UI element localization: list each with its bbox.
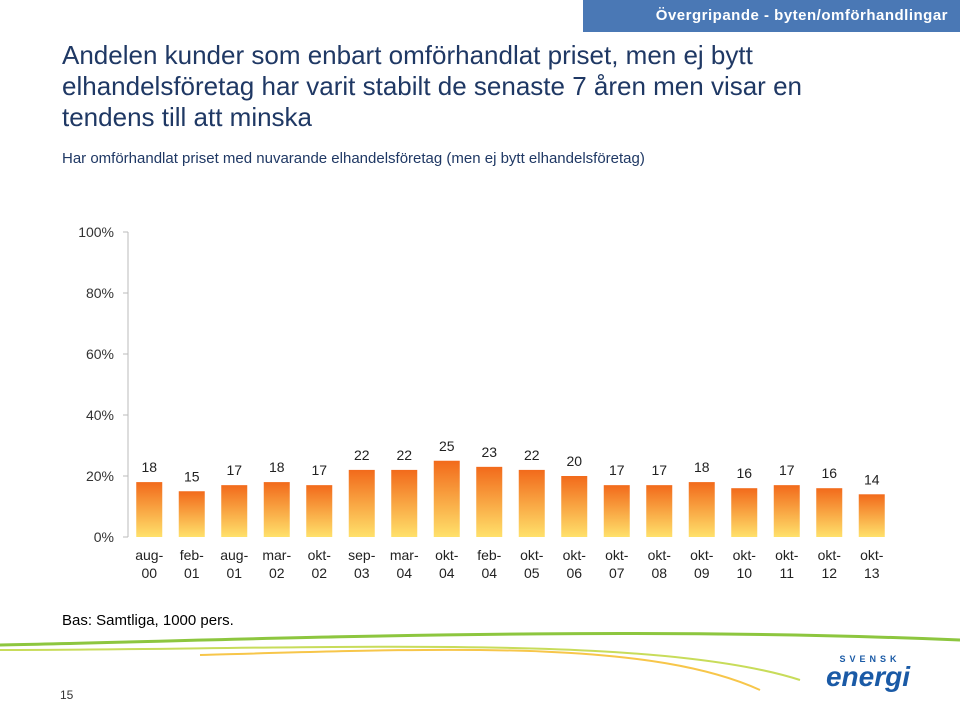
- x-tick-label: okt-07: [605, 547, 629, 581]
- value-label: 18: [141, 459, 157, 475]
- x-tick-label: aug-01: [220, 547, 249, 581]
- x-tick-label: okt-04: [435, 547, 459, 581]
- value-label: 16: [736, 465, 752, 481]
- y-tick-label: 0%: [94, 529, 114, 545]
- section-header: Övergripande - byten/omförhandlingar: [583, 0, 960, 32]
- decor-swoosh: [199, 648, 761, 691]
- x-tick-label: mar-04: [389, 547, 419, 581]
- decor-swoosh: [0, 645, 801, 681]
- bar: [263, 482, 290, 537]
- bar: [221, 485, 248, 537]
- value-label: 17: [779, 462, 795, 478]
- x-tick-label: okt-13: [860, 547, 884, 581]
- chart-title: Andelen kunder som enbart omförhandlat p…: [62, 40, 802, 132]
- value-label: 18: [694, 459, 710, 475]
- y-tick-label: 60%: [86, 346, 114, 362]
- bar: [348, 469, 375, 537]
- bar: [688, 482, 715, 537]
- bar: [391, 469, 418, 537]
- x-tick-label: okt-10: [732, 547, 756, 581]
- value-label: 14: [864, 471, 880, 487]
- bar: [433, 460, 460, 537]
- x-tick-label: aug-00: [135, 547, 164, 581]
- x-tick-label: feb-04: [477, 547, 502, 581]
- bar: [518, 469, 545, 537]
- bar: [136, 482, 163, 537]
- x-tick-label: feb-01: [179, 547, 204, 581]
- x-tick-label: okt-05: [520, 547, 544, 581]
- value-label: 17: [609, 462, 625, 478]
- value-label: 17: [651, 462, 667, 478]
- bar: [178, 491, 205, 537]
- value-label: 17: [311, 462, 327, 478]
- chart-subtitle: Har omförhandlat priset med nuvarande el…: [62, 150, 645, 167]
- x-tick-label: okt-11: [775, 547, 799, 581]
- bar: [646, 485, 673, 537]
- x-tick-label: okt-06: [562, 547, 586, 581]
- x-tick-label: okt-09: [690, 547, 714, 581]
- base-note: Bas: Samtliga, 1000 pers.: [62, 612, 234, 629]
- value-label: 20: [566, 453, 582, 469]
- x-tick-label: sep-03: [348, 547, 376, 581]
- y-tick-label: 80%: [86, 285, 114, 301]
- value-label: 22: [524, 447, 540, 463]
- value-label: 15: [184, 468, 200, 484]
- x-tick-label: okt-12: [817, 547, 841, 581]
- bar: [816, 488, 843, 537]
- x-tick-label: okt-08: [647, 547, 671, 581]
- value-label: 17: [226, 462, 242, 478]
- bar: [603, 485, 630, 537]
- value-label: 22: [396, 447, 412, 463]
- page-number: 15: [60, 688, 74, 702]
- value-label: 16: [821, 465, 837, 481]
- value-label: 22: [354, 447, 370, 463]
- value-label: 25: [439, 438, 455, 454]
- bar: [476, 466, 503, 537]
- y-tick-label: 40%: [86, 407, 114, 423]
- bar: [773, 485, 800, 537]
- y-tick-label: 100%: [78, 224, 114, 240]
- logo-main: energi: [826, 661, 911, 692]
- decor-swoosh: [0, 632, 960, 647]
- value-label: 23: [481, 444, 497, 460]
- bar: [561, 476, 588, 537]
- bar: [306, 485, 333, 537]
- x-tick-label: mar-02: [262, 547, 292, 581]
- logo-top: SVENSK: [839, 654, 900, 664]
- x-tick-label: okt-02: [307, 547, 331, 581]
- bar: [731, 488, 758, 537]
- y-tick-label: 20%: [86, 468, 114, 484]
- bar: [858, 494, 885, 537]
- value-label: 18: [269, 459, 285, 475]
